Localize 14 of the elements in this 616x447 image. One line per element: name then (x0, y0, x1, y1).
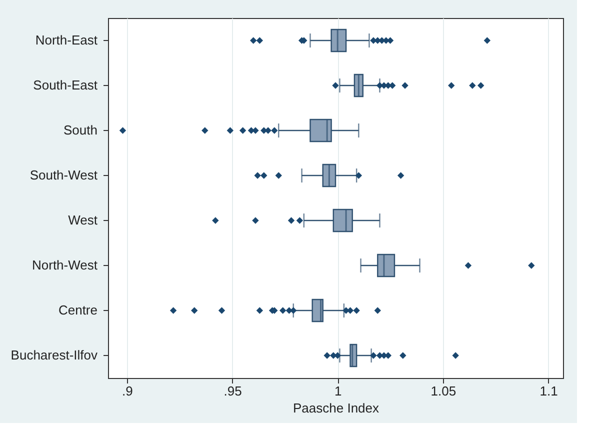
y-tick-label: South-West (30, 168, 98, 182)
x-axis-title: Paasche Index (292, 400, 380, 416)
y-tick-label: West (68, 212, 98, 228)
x-tick-label: 1 (334, 384, 342, 398)
y-tick-label: South (64, 122, 98, 138)
y-tick-label: Bucharest-Ilfov (10, 348, 98, 362)
y-tick-label: North-West (32, 258, 98, 272)
y-tick-label: North-East (35, 32, 98, 48)
x-tick-label: .95 (224, 384, 242, 398)
x-tick-label: 1.1 (540, 384, 558, 398)
x-tick-label: .9 (122, 384, 133, 398)
y-tick-label: Centre (58, 302, 98, 318)
y-tick-label: South-East (33, 78, 98, 92)
x-tick-label: 1.05 (430, 384, 456, 398)
